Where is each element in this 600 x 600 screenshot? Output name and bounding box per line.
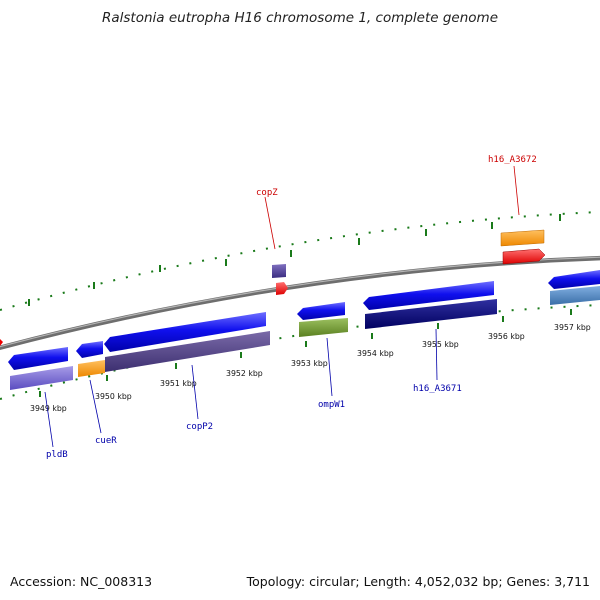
gene-labels: pldB cueR copP2 ompW1 h16_A3671 copZ h16… <box>46 155 537 460</box>
gene-arrow[interactable] <box>10 366 73 390</box>
gene-label-h16-a3671[interactable]: h16_A3671 <box>413 384 462 394</box>
gene-label-ompW1[interactable]: ompW1 <box>318 400 345 410</box>
gene-arrow[interactable] <box>502 248 546 265</box>
callout-lines <box>44 165 520 448</box>
gene-arrow[interactable] <box>105 331 270 372</box>
gene-label-copP2[interactable]: copP2 <box>186 422 213 432</box>
forward-strand-genes <box>272 229 546 295</box>
gene-label-cueR[interactable]: cueR <box>95 436 117 446</box>
upper-row-genes <box>0 270 600 370</box>
tick-label: 3955 kbp <box>422 340 459 349</box>
inner-major-ticks <box>39 309 572 397</box>
tick-label: 3952 kbp <box>226 369 263 378</box>
accession-text: Accession: NC_008313 <box>10 574 153 589</box>
lower-row-genes <box>10 286 600 390</box>
map-title: Ralstonia eutropha H16 chromosome 1, com… <box>101 10 499 26</box>
tick-labels: 3949 kbp 3950 kbp 3951 kbp 3952 kbp 3953… <box>30 323 591 413</box>
gene-arrow[interactable] <box>297 302 345 320</box>
tick-label: 3957 kbp <box>554 323 591 332</box>
gene-arrow[interactable] <box>78 360 105 377</box>
gene-arrow[interactable] <box>550 286 600 305</box>
gene-arrow[interactable] <box>272 264 286 278</box>
gene-label-h16-a3672[interactable]: h16_A3672 <box>488 155 537 165</box>
genome-summary-text: Topology: circular; Length: 4,052,032 bp… <box>246 574 590 589</box>
tick-label: 3953 kbp <box>291 359 328 368</box>
tick-label: 3951 kbp <box>160 379 197 388</box>
gene-arrow[interactable] <box>500 229 545 247</box>
gene-arrow[interactable] <box>548 270 600 289</box>
tick-label: 3956 kbp <box>488 332 525 341</box>
tick-label: 3950 kbp <box>95 392 132 401</box>
gene-arrow[interactable] <box>104 312 266 352</box>
outer-major-ticks <box>28 214 561 306</box>
gene-arrow[interactable] <box>363 281 494 310</box>
gene-label-pldB[interactable]: pldB <box>46 450 68 460</box>
gene-label-copZ[interactable]: copZ <box>256 188 278 198</box>
gene-arrow <box>0 339 3 346</box>
gene-arrow[interactable] <box>299 318 348 337</box>
tick-label: 3949 kbp <box>30 404 67 413</box>
tick-label: 3954 kbp <box>357 349 394 358</box>
gene-arrow[interactable] <box>365 299 497 329</box>
gene-arrow[interactable] <box>76 341 103 358</box>
gene-arrow[interactable] <box>8 347 68 370</box>
gene-arrow[interactable] <box>276 282 288 295</box>
